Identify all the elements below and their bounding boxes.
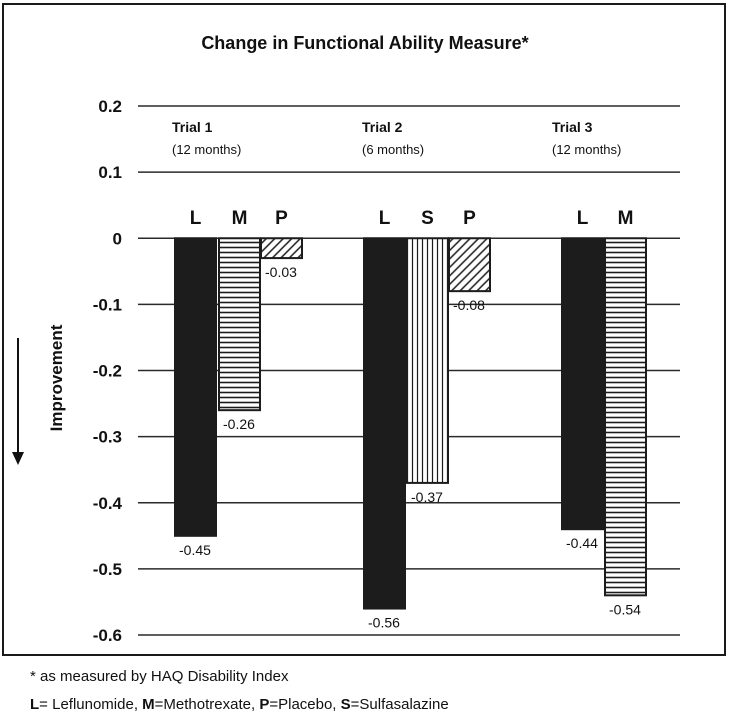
y-tick-label: 0 — [113, 229, 122, 248]
y-tick-label: -0.4 — [93, 494, 123, 513]
bar-p — [260, 237, 303, 260]
y-tick-label: -0.3 — [93, 428, 122, 447]
trial-duration: (12 months) — [172, 142, 241, 157]
bar-value-label: -0.08 — [453, 297, 485, 313]
bar-s — [406, 237, 449, 484]
footnote-asterisk-text: * as measured by HAQ Disability Index — [30, 668, 289, 685]
bar-value-label: -0.54 — [609, 601, 641, 617]
bar-m — [218, 237, 261, 412]
bar-letter: M — [618, 208, 634, 229]
legend-text-s: =Sulfasalazine — [350, 696, 449, 713]
bar-letter: M — [232, 208, 248, 229]
trial-duration: (12 months) — [552, 142, 621, 157]
bar-chart: Change in Functional Ability Measure* 0.… — [12, 33, 680, 645]
y-axis-label: Improvement — [47, 324, 66, 431]
bar-value-label: -0.45 — [179, 542, 211, 558]
trial-duration: (6 months) — [362, 142, 424, 157]
y-tick-label: 0.2 — [98, 97, 122, 116]
bar-value-label: -0.03 — [265, 264, 297, 280]
legend-key-m: M — [142, 696, 155, 713]
bar-letter: P — [463, 208, 476, 229]
footnote-haq: * as measured by HAQ Disability Index — [30, 668, 288, 685]
y-tick-label: 0.1 — [98, 163, 122, 182]
bar-value-label: -0.44 — [566, 535, 598, 551]
down-arrow-icon — [12, 338, 24, 465]
bar-value-label: -0.26 — [223, 416, 255, 432]
bars: L -0.45 M -0.26 P -0.03 L -0.56 S -0.37 P -0.08 L -0.… — [174, 208, 647, 631]
legend-text-l: = Leflunomide, — [39, 696, 143, 713]
bar-letter: P — [275, 208, 288, 229]
chart-title: Change in Functional Ability Measure* — [201, 33, 528, 53]
bar-letter: S — [421, 208, 434, 229]
bar-l — [363, 237, 406, 610]
legend-text-p: =Placebo, — [269, 696, 341, 713]
bar-letter: L — [190, 208, 202, 229]
chart-frame — [2, 3, 726, 656]
y-tick-label: -0.5 — [93, 560, 122, 579]
bar-m — [604, 237, 647, 597]
trial-title: Trial 3 — [552, 119, 593, 135]
legend-key-p: P — [259, 696, 270, 713]
bar-letter: L — [577, 208, 589, 229]
legend-key-l: L — [30, 696, 40, 713]
trial-groups: Trial 1 (12 months) Trial 2 (6 months) Trial… — [172, 119, 621, 157]
trial-title: Trial 1 — [172, 119, 213, 135]
bar-letter: L — [379, 208, 391, 229]
y-tick-label: -0.2 — [93, 362, 122, 381]
y-axis-ticks: 0.2 0.1 0 -0.1 -0.2 -0.3 -0.4 -0.5 -0.6 — [93, 97, 123, 645]
legend-text-m: =Methotrexate, — [154, 696, 260, 713]
trial-title: Trial 2 — [362, 119, 403, 135]
y-tick-label: -0.6 — [93, 626, 122, 645]
bar-l — [561, 237, 604, 531]
legend-key-s: S — [340, 696, 351, 713]
bar-value-label: -0.37 — [411, 489, 443, 505]
bar-l — [174, 237, 217, 537]
bar-p — [448, 237, 491, 293]
footnote-legend: L= Leflunomide, M=Methotrexate, P=Placeb… — [30, 696, 449, 713]
bar-value-label: -0.56 — [368, 615, 400, 631]
y-tick-label: -0.1 — [93, 295, 122, 314]
